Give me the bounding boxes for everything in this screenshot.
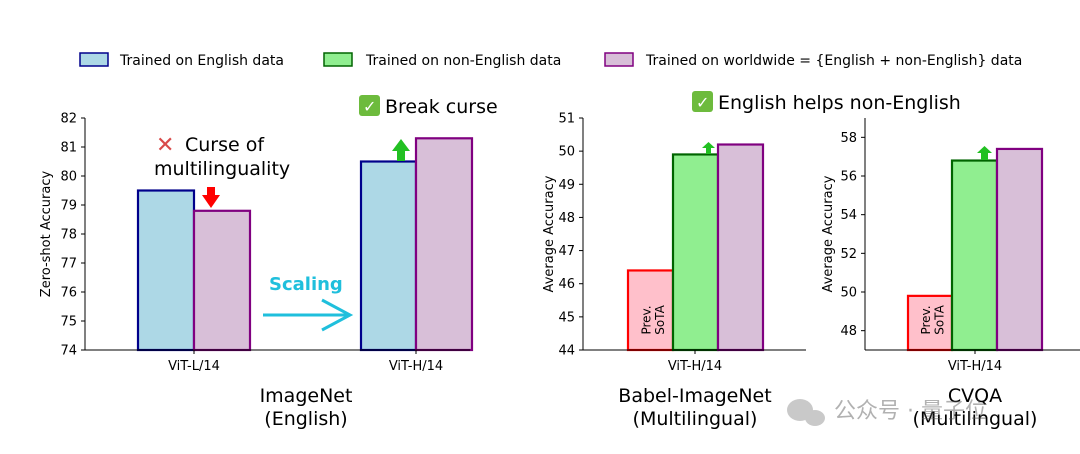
bar-trained-on-english-data (359, 160, 418, 352)
legend-swatch-english (79, 52, 109, 67)
bar-trained-on-worldwide-english-non-english-data (995, 147, 1044, 352)
legend-label-english: Trained on English data (119, 53, 284, 69)
check-box-icon (692, 91, 713, 112)
legend-label-worldwide: Trained on worldwide = {English + non-En… (645, 53, 1022, 69)
check-box-icon (359, 95, 380, 116)
curse-label-line1: Curse of (185, 134, 265, 156)
y-tick-label: 44 (558, 344, 575, 359)
chart-title-line2: (Multilingual) (913, 408, 1038, 430)
chart-title-line1: CVQA (948, 385, 1002, 407)
arrow-down-icon (202, 187, 220, 208)
chart-title-line1: Babel-ImageNet (618, 385, 771, 407)
y-tick-label: 47 (558, 244, 575, 259)
prev-sota-label: Prev.SoTA (919, 304, 947, 334)
y-tick-label: 77 (60, 257, 77, 272)
chart-babel-imagenet: Prev.SoTA 44 45 46 47 48 49 50 51 ViT-H/14 Average… (542, 112, 806, 430)
break-curse-annotation: ✓ Break curse (359, 95, 498, 118)
bar-trained-on-english-data (136, 189, 196, 352)
y-tick-label: 50 (840, 286, 857, 301)
legend-swatch-non-english (323, 52, 353, 67)
chart-title-line1: ImageNet (260, 385, 353, 407)
chart-imagenet: 74 75 76 77 78 79 80 81 82 ViT-L/14 ViT-H/14 Zero-s… (39, 112, 474, 430)
cross-icon: ✕ (156, 133, 174, 158)
y-tick-label: 81 (60, 141, 77, 156)
scaling-annotation: Scaling (263, 274, 354, 332)
y-tick-label: 48 (840, 324, 857, 339)
y-tick-label: 56 (840, 170, 857, 185)
y-tick-label: 82 (60, 112, 77, 127)
bar-trained-on-worldwide-english-non-english-data (192, 209, 252, 352)
english-helps-annotation: ✓ English helps non-English (692, 91, 961, 114)
chart-cvqa: Prev.SoTA 48 50 52 54 56 58 ViT-H/14 Average Acc… (821, 118, 1080, 430)
prev-sota-label: Prev.SoTA (639, 304, 667, 334)
bar-prev-sota (626, 269, 675, 352)
legend-label-non-english: Trained on non-English data (365, 53, 561, 69)
watermark-text: 公众号 · 量子位 (834, 399, 987, 424)
bar-trained-on-non-english-data (950, 159, 999, 352)
y-tick-label: 52 (840, 247, 857, 262)
curse-label-line2: multilinguality (154, 158, 290, 180)
arrow-up-icon (702, 142, 715, 154)
y-tick-label: 78 (60, 228, 77, 243)
check-icon: ✓ (696, 93, 709, 112)
wechat-icon-bubble (805, 410, 825, 426)
check-icon: ✓ (363, 97, 376, 116)
y-tick-label: 48 (558, 211, 575, 226)
english-helps-label: English helps non-English (718, 92, 961, 114)
y-tick-label: 51 (558, 112, 575, 127)
y-tick-label: 58 (840, 131, 857, 146)
prev-sota-label-line1: Prev. (919, 305, 933, 334)
y-axis-label: Average Accuracy (821, 175, 836, 292)
watermark: 公众号 · 量子位 (787, 399, 987, 426)
legend-swatch-worldwide (604, 52, 634, 67)
y-tick-label: 80 (60, 170, 77, 185)
y-tick-label: 49 (558, 178, 575, 193)
scaling-arrow-icon (263, 298, 354, 332)
bar-trained-on-non-english-data (671, 153, 720, 352)
prev-sota-label-line1: Prev. (639, 305, 653, 334)
legend: Trained on English data Trained on non-E… (79, 52, 1022, 69)
prev-sota-label-line2: SoTA (653, 304, 667, 334)
bar-trained-on-worldwide-english-non-english-data (414, 137, 474, 352)
x-tick-label: ViT-H/14 (948, 359, 1002, 374)
y-tick-label: 74 (60, 344, 77, 359)
y-tick-label: 79 (60, 199, 77, 214)
y-tick-label: 46 (558, 277, 575, 292)
y-tick-label: 54 (840, 208, 857, 223)
chart-title-line2: (English) (264, 408, 347, 430)
curse-annotation: ✕ Curse of multilinguality (154, 133, 290, 180)
break-curse-label: Break curse (385, 96, 498, 118)
chart-title-line2: (Multilingual) (633, 408, 758, 430)
prev-sota-label-line2: SoTA (933, 304, 947, 334)
arrow-up-icon (392, 139, 410, 161)
y-axis-label: Zero-shot Accuracy (39, 171, 54, 298)
y-axis-label: Average Accuracy (542, 175, 557, 292)
bar-trained-on-worldwide-english-non-english-data (716, 143, 765, 352)
y-tick-label: 75 (60, 315, 77, 330)
y-tick-label: 50 (558, 145, 575, 160)
y-tick-label: 45 (558, 310, 575, 325)
x-tick-label: ViT-L/14 (168, 359, 220, 374)
arrow-up-icon (977, 146, 992, 160)
x-tick-label: ViT-H/14 (389, 359, 443, 374)
scaling-label: Scaling (269, 274, 343, 295)
wechat-icon (787, 399, 813, 421)
y-tick-label: 76 (60, 286, 77, 301)
x-tick-label: ViT-H/14 (668, 359, 722, 374)
